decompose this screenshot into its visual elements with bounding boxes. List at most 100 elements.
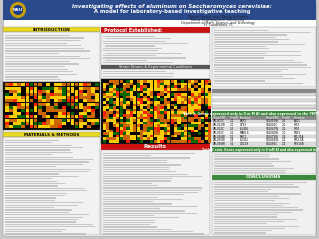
Bar [109, 106, 113, 109]
Bar [58, 99, 62, 102]
Bar [26, 109, 29, 112]
Bar [140, 109, 143, 111]
Bar [208, 125, 211, 127]
Bar [170, 101, 174, 103]
Circle shape [13, 5, 23, 15]
Bar [140, 85, 143, 88]
Bar [208, 111, 211, 114]
Bar [26, 122, 29, 125]
Bar [113, 111, 116, 114]
Bar [167, 106, 170, 109]
Bar [5, 109, 9, 112]
Bar [174, 122, 177, 124]
Bar [170, 135, 174, 137]
Bar [102, 135, 106, 137]
Bar [214, 154, 270, 155]
Text: YAL012W: YAL012W [213, 123, 226, 127]
Bar [63, 87, 66, 90]
Bar [21, 87, 25, 90]
Text: CYS3: CYS3 [240, 123, 247, 127]
Bar [34, 109, 38, 112]
Bar [133, 117, 136, 119]
Bar [184, 93, 187, 96]
Text: CONCLUSIONS: CONCLUSIONS [246, 175, 282, 179]
Bar [50, 122, 54, 125]
Bar [214, 184, 294, 185]
Bar [42, 125, 46, 128]
Bar [137, 111, 140, 114]
Bar [212, 142, 316, 146]
Bar [214, 172, 285, 174]
Bar [5, 168, 91, 170]
Bar [87, 115, 91, 118]
Bar [133, 80, 136, 83]
Bar [126, 85, 130, 88]
Bar [194, 101, 197, 103]
Bar [126, 140, 130, 142]
Bar [103, 162, 167, 163]
Bar [75, 122, 78, 125]
Bar [3, 0, 316, 20]
Bar [75, 103, 78, 106]
Bar [34, 83, 38, 87]
Bar [87, 83, 91, 87]
Bar [123, 111, 126, 114]
Bar [116, 127, 119, 130]
Bar [21, 99, 25, 102]
Bar [147, 127, 150, 130]
Bar [103, 196, 158, 198]
Text: MATERIALS & METHODS: MATERIALS & METHODS [24, 132, 79, 136]
Bar [130, 122, 133, 124]
Bar [120, 132, 123, 135]
Text: YDL047W: YDL047W [266, 127, 279, 131]
Bar [91, 106, 95, 109]
Bar [120, 119, 123, 122]
Bar [212, 123, 316, 127]
Bar [212, 131, 316, 135]
Bar [181, 80, 184, 83]
Bar [177, 130, 181, 132]
Bar [9, 87, 13, 90]
Bar [214, 193, 301, 195]
Bar [160, 101, 164, 103]
Bar [214, 50, 301, 52]
Bar [13, 122, 17, 125]
Bar [208, 127, 211, 130]
Bar [167, 125, 170, 127]
Bar [101, 33, 210, 65]
Bar [164, 137, 167, 140]
Bar [214, 67, 311, 68]
Bar [83, 119, 87, 122]
Bar [164, 127, 167, 130]
Bar [54, 115, 58, 118]
Bar [126, 122, 130, 124]
Bar [214, 205, 283, 206]
Bar [143, 130, 146, 132]
Bar [167, 88, 170, 91]
Bar [194, 117, 197, 119]
Bar [70, 119, 74, 122]
Bar [170, 91, 174, 93]
Text: 0 mM: 0 mM [230, 116, 238, 120]
Bar [130, 111, 133, 114]
Bar [174, 83, 177, 85]
Bar [106, 114, 109, 116]
Bar [184, 117, 187, 119]
Bar [160, 106, 164, 109]
Bar [130, 140, 133, 142]
Bar [204, 132, 208, 135]
Bar [91, 122, 95, 125]
Bar [83, 112, 87, 115]
Bar [9, 99, 13, 102]
Bar [184, 83, 187, 85]
Bar [106, 96, 109, 98]
Bar [184, 130, 187, 132]
Bar [113, 103, 116, 106]
Bar [147, 119, 150, 122]
Bar [160, 103, 164, 106]
Bar [5, 83, 9, 87]
Bar [5, 166, 56, 167]
Bar [147, 98, 150, 101]
Bar [150, 127, 153, 130]
Bar [38, 112, 41, 115]
